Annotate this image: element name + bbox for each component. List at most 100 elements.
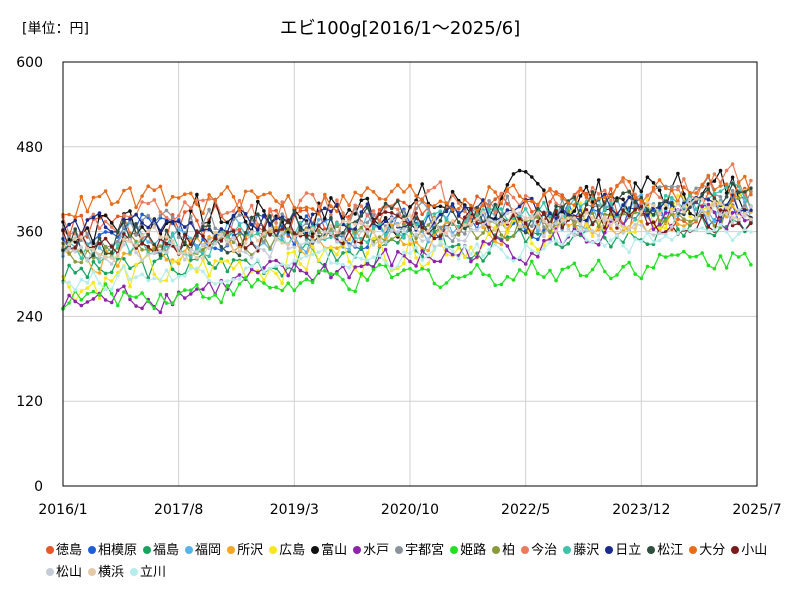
data-point (615, 233, 619, 238)
data-point (383, 264, 388, 268)
data-point (79, 213, 84, 218)
data-point (736, 255, 741, 259)
data-point (456, 233, 461, 237)
data-point (255, 212, 260, 216)
data-point (359, 241, 364, 245)
data-point (743, 203, 747, 208)
data-point (414, 226, 418, 230)
legend-label: 姫路 (460, 543, 487, 558)
data-point (109, 256, 114, 260)
data-point (298, 268, 303, 273)
data-point (414, 193, 418, 198)
data-point (481, 239, 485, 244)
data-point (365, 258, 370, 263)
data-point (128, 239, 132, 244)
data-point (408, 228, 412, 232)
data-point (566, 233, 571, 237)
data-point (688, 214, 692, 219)
data-point (542, 200, 546, 205)
data-point (749, 192, 753, 197)
data-point (341, 262, 345, 267)
data-point (73, 215, 77, 219)
data-point (365, 202, 370, 206)
data-point (450, 274, 455, 279)
data-point (371, 243, 376, 247)
legend-item: 広島 (269, 540, 305, 562)
data-point (286, 227, 291, 231)
data-point (316, 258, 321, 263)
data-point (183, 273, 187, 278)
data-point (85, 232, 90, 236)
data-point (323, 235, 327, 240)
data-point (347, 275, 351, 280)
data-point (554, 221, 558, 226)
data-point (432, 204, 437, 208)
data-point (335, 246, 339, 250)
data-point (456, 201, 461, 205)
legend-label: 広島 (279, 543, 306, 558)
legend-label: 横浜 (98, 565, 125, 580)
data-point (736, 221, 741, 226)
data-point (195, 244, 199, 248)
data-point (73, 299, 77, 304)
data-point (554, 204, 558, 208)
data-point (475, 236, 479, 241)
data-point (262, 213, 266, 218)
data-point (724, 214, 729, 219)
data-point (225, 242, 230, 247)
data-point (103, 236, 108, 241)
data-point (207, 193, 211, 197)
data-point (554, 242, 558, 246)
legend-marker (311, 546, 320, 554)
data-point (79, 266, 84, 271)
data-point (183, 225, 187, 229)
data-point (402, 190, 406, 194)
data-point (718, 180, 723, 185)
data-point (274, 264, 278, 268)
data-point (749, 221, 753, 226)
data-point (615, 199, 619, 203)
data-point (371, 226, 376, 231)
data-point (663, 186, 668, 190)
data-point (523, 207, 528, 211)
data-point (627, 179, 631, 184)
data-point (103, 230, 108, 234)
data-point (158, 213, 163, 218)
data-point (463, 223, 467, 227)
data-point (365, 262, 370, 266)
data-point (633, 207, 637, 212)
data-point (651, 220, 656, 224)
data-point (103, 213, 108, 218)
x-tick-label: 2025/7 (732, 502, 781, 518)
data-point (615, 184, 619, 188)
data-point (329, 224, 333, 228)
data-point (243, 250, 248, 254)
data-point (365, 278, 370, 282)
data-point (621, 176, 625, 180)
data-point (499, 217, 504, 222)
data-point (487, 247, 491, 252)
data-point (225, 185, 230, 189)
data-point (158, 310, 163, 315)
data-point (116, 288, 120, 293)
data-point (627, 225, 631, 230)
data-point (663, 234, 668, 238)
data-point (97, 241, 102, 246)
data-point (286, 218, 291, 223)
data-point (225, 259, 230, 263)
data-point (676, 194, 680, 198)
data-point (493, 283, 498, 288)
data-point (170, 194, 175, 199)
data-point (749, 230, 753, 234)
data-point (609, 223, 613, 227)
data-point (682, 249, 686, 254)
data-point (469, 215, 473, 219)
data-point (724, 230, 729, 234)
legend-marker (46, 546, 54, 554)
data-point (292, 261, 297, 266)
data-point (268, 246, 272, 250)
data-point (73, 227, 77, 231)
data-point (207, 278, 211, 283)
data-point (676, 253, 680, 257)
data-point (530, 213, 534, 218)
